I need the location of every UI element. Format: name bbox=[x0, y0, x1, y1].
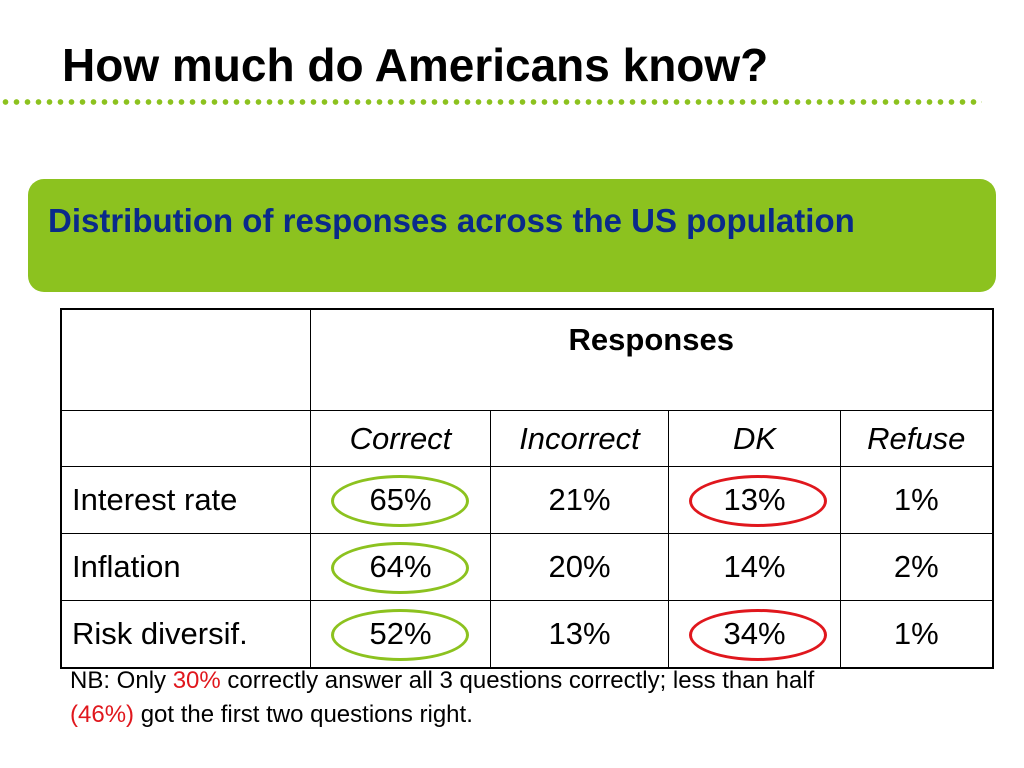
slide-title: How much do Americans know? bbox=[62, 39, 769, 91]
table-cell: 64% bbox=[310, 533, 491, 601]
empty-subheader-cell bbox=[60, 410, 311, 467]
responses-header: Responses bbox=[310, 308, 993, 411]
dotted-divider bbox=[0, 99, 982, 105]
table-cell: 14% bbox=[668, 533, 841, 601]
column-header-correct: Correct bbox=[310, 410, 491, 467]
row-label: Risk diversif. bbox=[60, 600, 311, 669]
row-label: Interest rate bbox=[60, 466, 311, 534]
banner-text: Distribution of responses across the US … bbox=[48, 202, 855, 239]
table-cell: 21% bbox=[490, 466, 669, 534]
empty-header-cell bbox=[60, 308, 311, 411]
table-cell: 52% bbox=[310, 600, 491, 669]
table-row: Risk diversif. 52% 13% 34% 1% bbox=[60, 600, 993, 669]
cell-value: 52% bbox=[369, 616, 432, 651]
column-header-dk: DK bbox=[668, 410, 841, 467]
table-cell: 2% bbox=[840, 533, 993, 601]
highlight-value: (46%) bbox=[70, 701, 135, 728]
table-cell: 1% bbox=[840, 600, 993, 669]
footnote-text: NB: Only bbox=[70, 667, 173, 694]
table-row: Interest rate 65% 21% 13% 1% bbox=[60, 466, 993, 534]
table-cell: 65% bbox=[310, 466, 491, 534]
table-cell: 1% bbox=[840, 466, 993, 534]
table-header-row: Responses bbox=[60, 308, 993, 411]
footnote-text: correctly answer all 3 questions correct… bbox=[220, 667, 815, 694]
table-cell: 13% bbox=[490, 600, 669, 669]
table-cell: 34% bbox=[668, 600, 841, 669]
highlight-value: 30% bbox=[172, 667, 221, 694]
responses-table: Responses Correct Incorrect DK Refuse In… bbox=[60, 308, 994, 669]
footnote: NB: Only 30% correctly answer all 3 ques… bbox=[70, 664, 970, 732]
table-row: Inflation 64% 20% 14% 2% bbox=[60, 533, 993, 601]
column-header-refuse: Refuse bbox=[840, 410, 993, 467]
cell-value: 64% bbox=[369, 549, 432, 584]
column-header-incorrect: Incorrect bbox=[490, 410, 669, 467]
section-banner: Distribution of responses across the US … bbox=[28, 179, 996, 292]
column-header-row: Correct Incorrect DK Refuse bbox=[60, 410, 993, 467]
row-label: Inflation bbox=[60, 533, 311, 601]
footnote-text: got the first two questions right. bbox=[134, 701, 473, 728]
cell-value: 34% bbox=[723, 616, 786, 651]
table-cell: 13% bbox=[668, 466, 841, 534]
cell-value: 13% bbox=[723, 482, 786, 517]
cell-value: 65% bbox=[369, 482, 432, 517]
table-cell: 20% bbox=[490, 533, 669, 601]
